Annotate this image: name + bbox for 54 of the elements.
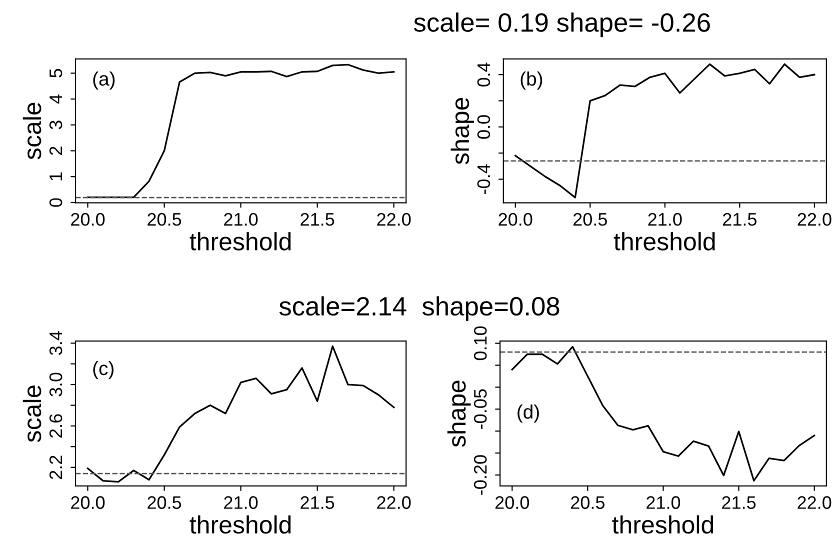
y-tick-label: -0.4 bbox=[477, 164, 490, 194]
x-tick-label: 22.0 bbox=[798, 212, 832, 226]
x-tick-label: 20.0 bbox=[71, 212, 105, 226]
x-axis-title: threshold bbox=[612, 515, 714, 534]
x-tick-label: 21.0 bbox=[224, 496, 258, 509]
x-tick-label: 22.0 bbox=[377, 496, 411, 509]
y-axis-title: shape bbox=[450, 98, 474, 164]
annotation: (d) bbox=[518, 404, 539, 423]
x-tick-label: 20.0 bbox=[71, 496, 105, 509]
y-tick-label: -0.20 bbox=[474, 455, 487, 495]
x-tick-label: 21.0 bbox=[648, 212, 682, 226]
chart-title: scale=2.14 shape=0.08 bbox=[279, 296, 560, 321]
annotation: (a) bbox=[93, 71, 115, 90]
line-series bbox=[511, 346, 816, 482]
y-tick-label: 2.2 bbox=[49, 456, 62, 479]
chart-title: scale= 0.19 shape= -0.26 bbox=[414, 12, 710, 38]
y-tick-label: 3 bbox=[49, 120, 62, 130]
y-tick-label: 0 bbox=[49, 198, 62, 207]
line-series bbox=[514, 63, 816, 198]
y-tick-label: 0.4 bbox=[477, 62, 490, 86]
x-axis-title: threshold bbox=[190, 515, 291, 534]
y-axis-title: shape bbox=[447, 380, 471, 447]
y-tick-label: 4 bbox=[50, 94, 62, 104]
y-axis-title: scale bbox=[22, 102, 42, 160]
x-tick-label: 20.0 bbox=[498, 212, 532, 226]
x-tick-label: 22.0 bbox=[798, 496, 832, 509]
line-series bbox=[86, 64, 395, 198]
x-tick-label: 21.0 bbox=[646, 496, 680, 509]
x-tick-label: 20.5 bbox=[148, 212, 182, 226]
y-tick-label: 3.4 bbox=[49, 331, 62, 355]
x-axis-title: threshold bbox=[190, 232, 291, 250]
x-tick-label: 20.5 bbox=[573, 212, 607, 226]
y-axis-title: scale bbox=[22, 385, 42, 442]
x-tick-label: 21.5 bbox=[300, 496, 334, 509]
annotation: (c) bbox=[93, 360, 114, 380]
y-tick-label: -0.05 bbox=[474, 389, 487, 429]
x-tick-label: 22.0 bbox=[377, 212, 411, 226]
x-tick-label: 21.5 bbox=[723, 212, 756, 226]
y-tick-label: 3.0 bbox=[49, 372, 62, 396]
y-tick-label: 2.6 bbox=[49, 414, 62, 438]
y-tick-label: 5 bbox=[50, 68, 62, 78]
line-series bbox=[86, 345, 395, 483]
y-tick-label: 0.0 bbox=[477, 115, 490, 139]
x-axis-title: threshold bbox=[614, 232, 715, 250]
x-tick-label: 20.5 bbox=[571, 496, 604, 509]
x-tick-label: 20.5 bbox=[148, 496, 182, 509]
y-tick-label: 1 bbox=[50, 172, 62, 180]
x-tick-label: 20.0 bbox=[495, 496, 529, 509]
y-tick-label: 0.10 bbox=[474, 326, 487, 360]
x-tick-label: 21.5 bbox=[300, 212, 334, 226]
x-tick-label: 21.0 bbox=[224, 212, 258, 226]
x-tick-label: 21.5 bbox=[722, 496, 756, 509]
y-tick-label: 2 bbox=[49, 146, 62, 155]
annotation: (b) bbox=[520, 71, 542, 90]
